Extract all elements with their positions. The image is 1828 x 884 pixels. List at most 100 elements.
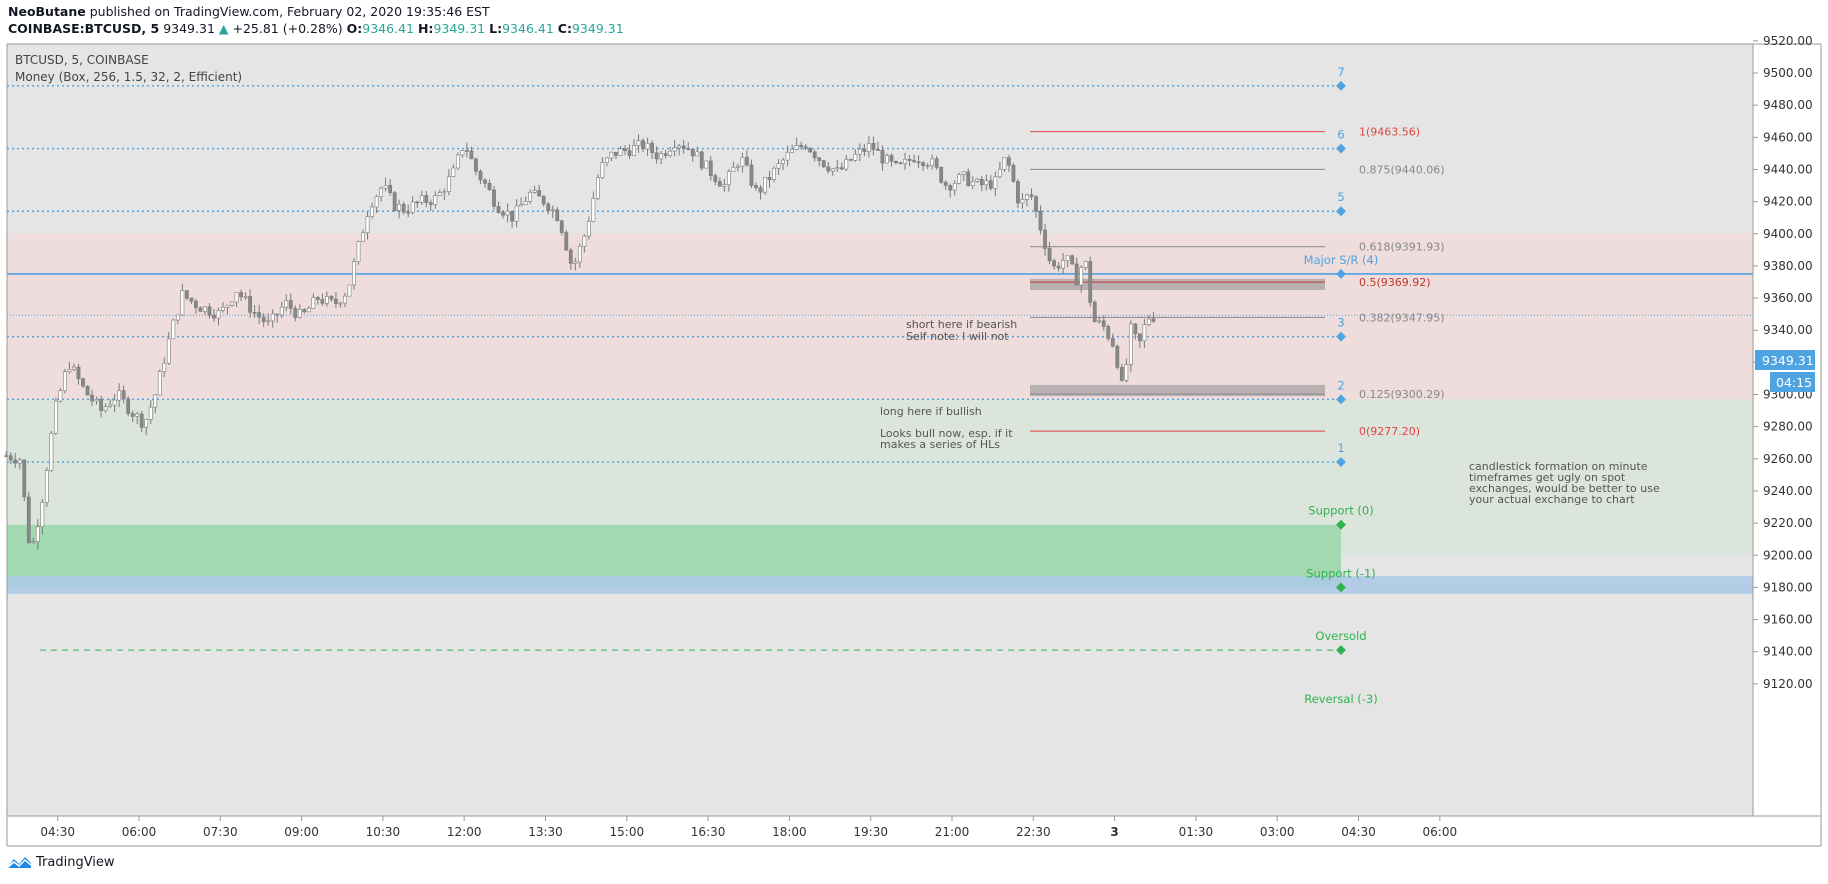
x-tick-label-8: 16:30: [691, 825, 726, 839]
candle-body: [239, 292, 243, 297]
candle-body: [1011, 164, 1016, 182]
candle-body: [1092, 302, 1097, 323]
candle-body: [85, 385, 90, 396]
y-tick-label-15: 9220.00: [1763, 516, 1813, 530]
author-name[interactable]: NeoButane: [8, 4, 86, 19]
candle-body: [803, 146, 808, 149]
candle-body: [921, 162, 925, 166]
y-tick-label-3: 9460.00: [1763, 130, 1813, 144]
close-value: 9349.31: [571, 21, 624, 36]
level-label-1: 6: [1337, 128, 1344, 142]
countdown-label: 04:15: [1776, 375, 1812, 390]
candle-body: [44, 470, 49, 503]
candle-body: [1137, 333, 1142, 342]
candle-body: [442, 191, 447, 193]
x-tick-label-3: 09:00: [284, 825, 319, 839]
candle-body: [1034, 196, 1038, 212]
candle-body: [997, 169, 1002, 178]
candle-body: [510, 210, 514, 222]
candle-body: [293, 308, 298, 318]
open-label: O:: [346, 21, 363, 36]
level-label-4: 3: [1337, 316, 1344, 330]
candle-body: [31, 541, 36, 543]
annotation-short-2: Self note: I will not: [906, 330, 1009, 343]
candle-body: [523, 201, 528, 206]
level-label-7: Support (0): [1308, 504, 1373, 518]
candle-body: [257, 312, 262, 318]
candle-body: [166, 338, 171, 364]
candle-body: [871, 143, 876, 150]
x-tick-label-14: 01:30: [1179, 825, 1214, 839]
x-tick-label-13: 3: [1110, 825, 1118, 839]
candle-body: [212, 314, 216, 319]
high-value: 9349.31: [433, 21, 486, 36]
candle-body: [243, 296, 248, 298]
candle-body: [614, 151, 618, 156]
long-zone-box: [1030, 384, 1325, 397]
candle-body: [17, 459, 22, 464]
candle-body: [943, 182, 948, 186]
candle-body: [297, 309, 302, 318]
candle-body: [72, 366, 76, 370]
candle-body: [352, 261, 356, 286]
candle-body: [636, 140, 641, 146]
candle-body: [681, 145, 686, 149]
candle-body: [1115, 345, 1120, 368]
x-tick-label-17: 06:00: [1423, 825, 1458, 839]
candle-body: [925, 165, 930, 167]
candle-body: [1043, 229, 1047, 249]
fib-label-6: 0(9277.20): [1359, 425, 1420, 438]
level-label-0: 7: [1337, 65, 1344, 79]
candle-body: [763, 177, 767, 193]
indicator-label[interactable]: Money (Box, 256, 1.5, 32, 2, Efficient): [15, 70, 242, 84]
candle-body: [40, 502, 45, 528]
candle-body: [261, 316, 266, 322]
candle-body: [559, 220, 564, 233]
candle-body: [564, 232, 569, 251]
candle-body: [781, 159, 785, 164]
candle-body: [686, 148, 691, 150]
candle-body: [1124, 364, 1129, 381]
candle-body: [1128, 323, 1133, 365]
candle-body: [1142, 324, 1147, 342]
candle-body: [81, 378, 85, 387]
candle-body: [1074, 263, 1079, 286]
candle-body: [889, 155, 894, 162]
publish-info: published on TradingView.com, February 0…: [89, 4, 490, 19]
annotation-long-3: makes a series of HLs: [880, 438, 1000, 451]
candle-body: [487, 182, 492, 191]
x-tick-label-5: 12:00: [447, 825, 482, 839]
annotation-long-2: Looks bull now, esp. if it: [880, 427, 1013, 440]
candle-body: [126, 398, 131, 414]
y-tick-label-16: 9200.00: [1763, 548, 1813, 562]
candle-body: [225, 304, 230, 308]
candle-body: [8, 455, 13, 461]
candle-body: [970, 181, 975, 187]
candle-body: [401, 204, 406, 213]
candle-body: [848, 159, 853, 161]
candle-body: [1061, 260, 1066, 269]
candle-body: [76, 366, 81, 380]
candle-body: [1083, 261, 1088, 268]
candle-body: [22, 459, 27, 498]
candle-body: [194, 300, 198, 308]
candle-body: [839, 167, 844, 170]
candle-body: [966, 171, 971, 187]
y-tick-label-20: 9120.00: [1763, 677, 1813, 691]
annotation-note-3: exchanges, would be better to use: [1469, 482, 1660, 495]
candle-body: [311, 297, 316, 309]
candle-body: [207, 306, 212, 316]
annotation-note-2: timeframes get ugly on spot: [1469, 471, 1626, 484]
candle-body: [704, 160, 709, 169]
candle-body: [315, 297, 320, 300]
tradingview-brand[interactable]: TradingView: [6, 854, 115, 870]
level-label-9: Oversold: [1315, 629, 1366, 643]
candle-body: [121, 390, 126, 400]
candle-body: [577, 246, 582, 263]
candle-body: [695, 151, 700, 157]
candle-body: [148, 406, 153, 420]
y-tick-label-17: 9180.00: [1763, 580, 1813, 594]
annotation-note-1: candlestick formation on minute: [1469, 460, 1648, 473]
candle-body: [1056, 265, 1061, 269]
